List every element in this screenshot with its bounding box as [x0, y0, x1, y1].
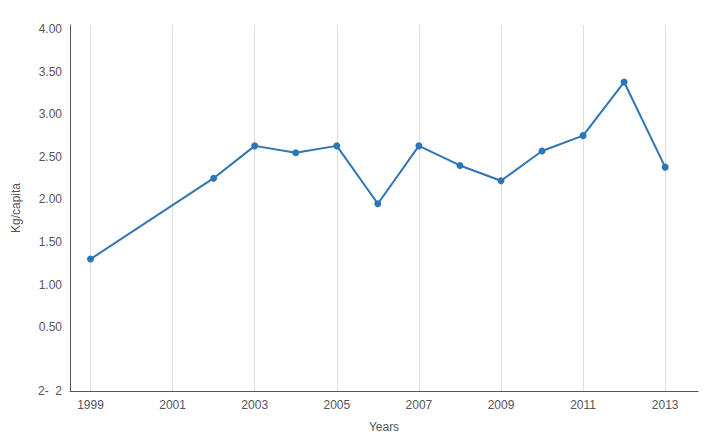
- svg-text:2.00: 2.00: [39, 192, 63, 206]
- svg-text:2- 2: 2- 2: [38, 384, 62, 398]
- svg-text:2011: 2011: [570, 398, 596, 412]
- svg-text:2009: 2009: [488, 398, 515, 412]
- svg-text:2005: 2005: [323, 398, 350, 412]
- svg-text:3.50: 3.50: [39, 65, 63, 79]
- svg-text:Years: Years: [369, 420, 399, 434]
- svg-text:2.50: 2.50: [39, 150, 63, 164]
- svg-text:2003: 2003: [241, 398, 268, 412]
- svg-text:Kg/capita: Kg/capita: [9, 183, 23, 233]
- svg-text:1.50: 1.50: [39, 235, 63, 249]
- svg-text:3.00: 3.00: [39, 107, 63, 121]
- svg-text:4.00: 4.00: [39, 22, 63, 36]
- svg-text:2007: 2007: [406, 398, 433, 412]
- svg-text:1.00: 1.00: [39, 278, 63, 292]
- svg-text:0.50: 0.50: [39, 320, 63, 334]
- svg-text:2013: 2013: [652, 398, 679, 412]
- svg-text:2001: 2001: [159, 398, 186, 412]
- svg-text:1999: 1999: [77, 398, 104, 412]
